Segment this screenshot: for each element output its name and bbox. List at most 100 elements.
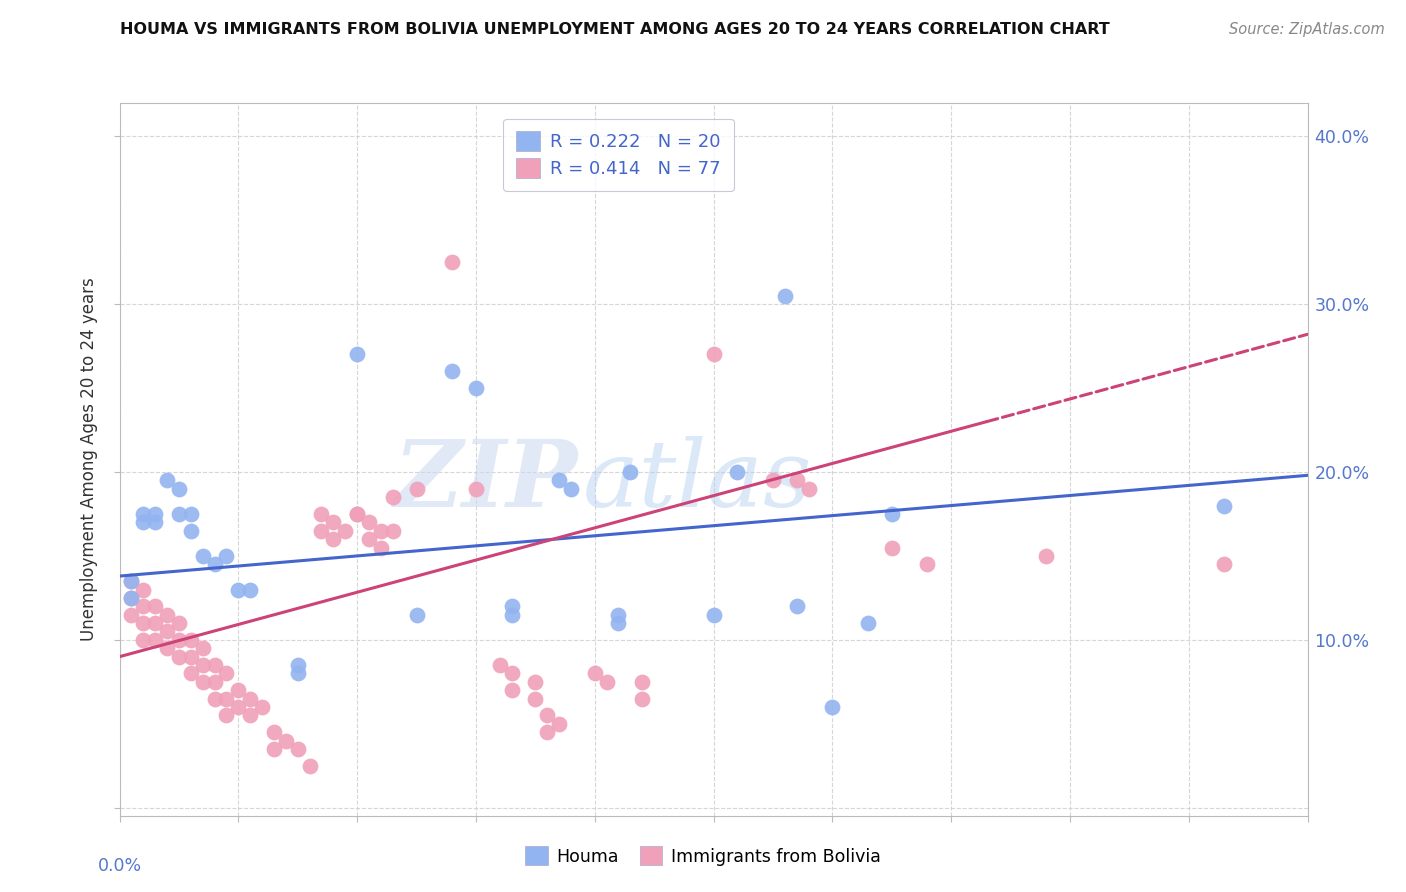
Point: [335, 524, 357, 538]
Text: HOUMA VS IMMIGRANTS FROM BOLIVIA UNEMPLOYMENT AMONG AGES 20 TO 24 YEARS CORRELAT: HOUMA VS IMMIGRANTS FROM BOLIVIA UNEMPLO…: [120, 22, 1109, 37]
Point: [298, 759, 321, 773]
Point: [215, 708, 238, 723]
Point: [501, 599, 523, 614]
Point: [357, 532, 380, 546]
Point: [120, 591, 142, 605]
Y-axis label: Unemployment Among Ages 20 to 24 years: Unemployment Among Ages 20 to 24 years: [80, 277, 98, 641]
Point: [464, 381, 486, 395]
Point: [180, 524, 202, 538]
Point: [501, 683, 523, 698]
Point: [263, 742, 285, 756]
Point: [370, 541, 392, 555]
Point: [821, 700, 844, 714]
Text: Source: ZipAtlas.com: Source: ZipAtlas.com: [1229, 22, 1385, 37]
Point: [311, 524, 333, 538]
Point: [132, 616, 155, 631]
Point: [167, 616, 190, 631]
Point: [132, 599, 155, 614]
Point: [607, 607, 630, 622]
Point: [180, 507, 202, 521]
Point: [501, 607, 523, 622]
Point: [156, 624, 179, 639]
Point: [548, 474, 571, 488]
Point: [287, 658, 309, 673]
Point: [488, 658, 510, 673]
Point: [702, 347, 725, 361]
Point: [156, 474, 179, 488]
Point: [619, 465, 641, 479]
Point: [856, 616, 879, 631]
Point: [583, 666, 606, 681]
Point: [215, 549, 238, 563]
Point: [725, 465, 748, 479]
Point: [228, 683, 250, 698]
Point: [346, 347, 368, 361]
Point: [274, 733, 297, 747]
Point: [180, 632, 202, 647]
Point: [357, 516, 380, 530]
Point: [370, 524, 392, 538]
Point: [381, 524, 404, 538]
Point: [120, 607, 142, 622]
Point: [311, 507, 333, 521]
Point: [702, 607, 725, 622]
Point: [263, 725, 285, 739]
Point: [167, 649, 190, 664]
Point: [191, 658, 214, 673]
Point: [880, 541, 903, 555]
Point: [143, 599, 166, 614]
Point: [120, 591, 142, 605]
Point: [1213, 558, 1236, 572]
Point: [132, 516, 155, 530]
Point: [631, 691, 654, 706]
Point: [156, 607, 179, 622]
Point: [595, 674, 617, 689]
Point: [524, 691, 547, 706]
Point: [143, 516, 166, 530]
Point: [143, 632, 166, 647]
Point: [156, 641, 179, 656]
Legend: R = 0.222   N = 20, R = 0.414   N = 77: R = 0.222 N = 20, R = 0.414 N = 77: [503, 119, 734, 191]
Point: [464, 482, 486, 496]
Point: [880, 507, 903, 521]
Point: [239, 691, 262, 706]
Point: [120, 574, 142, 588]
Point: [132, 632, 155, 647]
Point: [204, 674, 226, 689]
Point: [239, 582, 262, 597]
Point: [143, 507, 166, 521]
Point: [239, 708, 262, 723]
Point: [287, 742, 309, 756]
Point: [1213, 499, 1236, 513]
Point: [441, 255, 464, 269]
Point: [536, 708, 558, 723]
Text: 0.0%: 0.0%: [97, 857, 142, 875]
Point: [346, 507, 368, 521]
Point: [215, 666, 238, 681]
Text: ZIP: ZIP: [392, 436, 576, 525]
Point: [1035, 549, 1057, 563]
Point: [204, 658, 226, 673]
Point: [132, 507, 155, 521]
Text: atlas: atlas: [583, 436, 813, 525]
Point: [405, 607, 427, 622]
Point: [204, 691, 226, 706]
Point: [773, 288, 796, 302]
Legend: Houma, Immigrants from Bolivia: Houma, Immigrants from Bolivia: [519, 839, 887, 872]
Point: [762, 474, 785, 488]
Point: [167, 482, 190, 496]
Point: [441, 364, 464, 378]
Point: [287, 666, 309, 681]
Point: [180, 666, 202, 681]
Point: [548, 716, 571, 731]
Point: [180, 649, 202, 664]
Point: [167, 632, 190, 647]
Point: [228, 582, 250, 597]
Point: [501, 666, 523, 681]
Point: [917, 558, 939, 572]
Point: [786, 474, 808, 488]
Point: [524, 674, 547, 689]
Point: [631, 674, 654, 689]
Point: [536, 725, 558, 739]
Point: [322, 516, 344, 530]
